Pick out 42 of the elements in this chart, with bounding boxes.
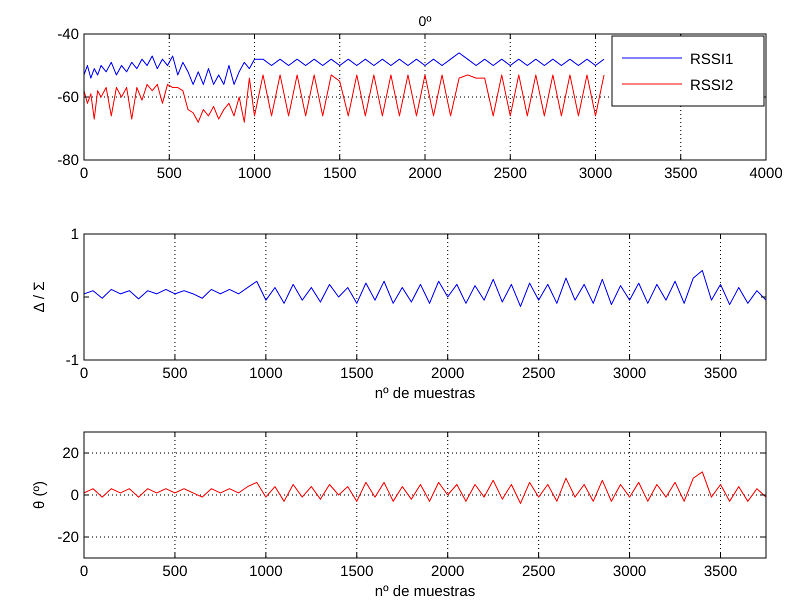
- line-series: [84, 270, 766, 307]
- x-tick-label: 3000: [612, 365, 646, 382]
- x-tick-label: 1500: [340, 563, 374, 580]
- x-tick-label: 2500: [522, 365, 556, 382]
- x-tick-label: 1000: [249, 563, 283, 580]
- y-tick-label: 0: [70, 487, 79, 504]
- y-tick-label: 20: [62, 445, 79, 462]
- legend-label: RSSI2: [690, 77, 734, 94]
- y-tick-label: -20: [57, 529, 79, 546]
- x-axis-title: nº de muestras: [374, 385, 476, 402]
- legend-label: RSSI1: [690, 51, 734, 68]
- y-tick-label: -60: [57, 89, 79, 106]
- y-tick-label: -40: [57, 26, 79, 43]
- y-tick-label: -1: [66, 352, 79, 369]
- x-tick-label: 2000: [431, 365, 464, 382]
- x-tick-label: 500: [162, 563, 188, 580]
- y-tick-label: -80: [57, 152, 79, 169]
- x-tick-label: 3500: [704, 563, 738, 580]
- x-tick-label: 2500: [522, 563, 556, 580]
- y-axis-title: θ (º): [31, 481, 48, 509]
- x-tick-label: 500: [162, 365, 188, 382]
- x-tick-label: 1000: [249, 365, 283, 382]
- x-axis-title: nº de muestras: [374, 583, 476, 600]
- line-series: [84, 52, 605, 85]
- line-series: [84, 74, 605, 123]
- line-series: [84, 471, 766, 504]
- x-tick-label: 1500: [340, 365, 374, 382]
- x-tick-label: 3500: [704, 365, 738, 382]
- x-tick-label: 1500: [323, 165, 356, 182]
- x-tick-label: 3000: [612, 563, 646, 580]
- y-tick-label: 0: [70, 289, 79, 306]
- x-tick-label: 3500: [664, 165, 698, 182]
- y-tick-label: 1: [70, 226, 79, 243]
- x-tick-label: 2000: [408, 165, 442, 182]
- x-tick-label: 4000: [749, 165, 783, 182]
- y-axis-title: Δ / Σ: [31, 282, 48, 312]
- x-tick-label: 2500: [494, 165, 527, 182]
- chart-title: 0º: [418, 13, 432, 29]
- x-tick-label: 500: [156, 165, 182, 182]
- x-tick-label: 1000: [238, 165, 272, 182]
- x-tick-label: 3000: [578, 165, 612, 182]
- x-tick-label: 2000: [431, 563, 464, 580]
